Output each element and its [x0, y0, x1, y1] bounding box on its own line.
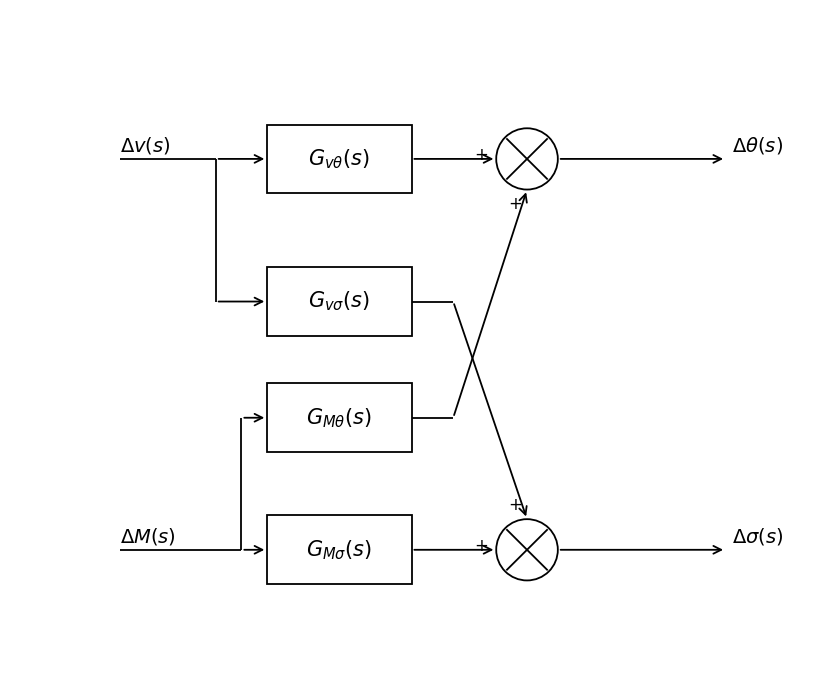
- Text: +: +: [474, 145, 488, 164]
- Text: $\Delta M(s)$: $\Delta M(s)$: [119, 526, 175, 547]
- Text: $\Delta \theta(s)$: $\Delta \theta(s)$: [731, 135, 782, 156]
- Text: +: +: [474, 536, 488, 554]
- Bar: [267, 515, 411, 584]
- Text: +: +: [508, 496, 521, 514]
- Bar: [267, 125, 411, 193]
- Text: $\Delta v(s)$: $\Delta v(s)$: [119, 135, 170, 156]
- Text: $G_{M\theta}(s)$: $G_{M\theta}(s)$: [306, 406, 371, 429]
- Text: +: +: [508, 195, 521, 213]
- Bar: [267, 383, 411, 452]
- Text: $\Delta \sigma(s)$: $\Delta \sigma(s)$: [731, 526, 783, 547]
- Text: $G_{v\theta}(s)$: $G_{v\theta}(s)$: [308, 147, 370, 171]
- Text: $G_{v\sigma}(s)$: $G_{v\sigma}(s)$: [308, 289, 370, 314]
- Bar: [267, 268, 411, 336]
- Text: $G_{M\sigma}(s)$: $G_{M\sigma}(s)$: [306, 538, 372, 562]
